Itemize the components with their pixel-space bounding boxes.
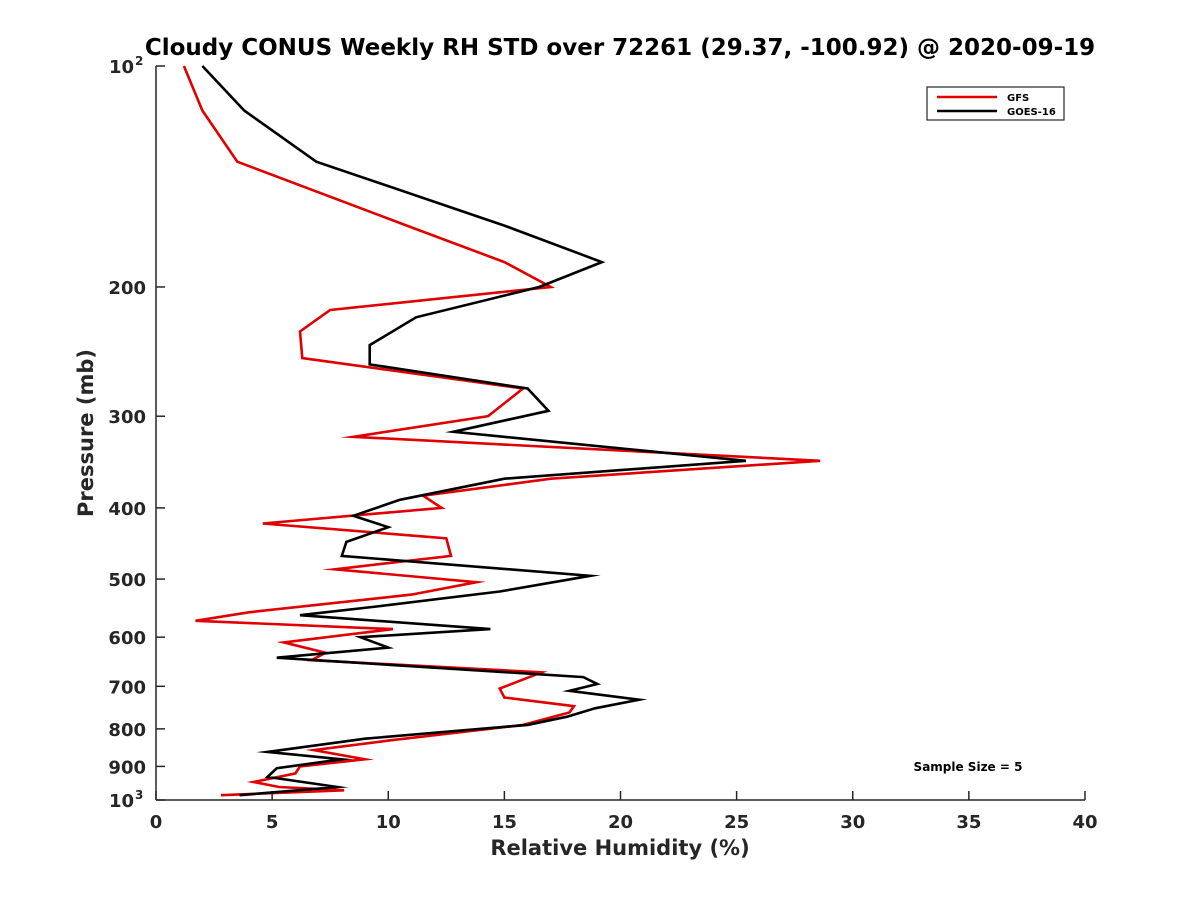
legend: GFS GOES-16 bbox=[926, 86, 1065, 121]
sample-size-annotation: Sample Size = 5 bbox=[914, 760, 1023, 774]
y-tick-base: 10 bbox=[109, 57, 134, 78]
legend-box bbox=[926, 86, 1065, 121]
series-layer bbox=[182, 65, 821, 797]
x-tick-label: 0 bbox=[150, 812, 163, 833]
y-tick-label: 10 3 bbox=[109, 788, 143, 812]
y-tick-base: 10 bbox=[109, 791, 134, 812]
x-tick-label: 10 bbox=[376, 812, 401, 833]
y-tick-label: 900 bbox=[108, 757, 146, 778]
legend-label: GOES-16 bbox=[1007, 107, 1056, 118]
x-axis-label: Relative Humidity (%) bbox=[490, 836, 749, 860]
x-tick-label: 40 bbox=[1072, 812, 1097, 833]
y-tick-label: 10 2 bbox=[109, 54, 143, 78]
y-tick-label: 500 bbox=[108, 570, 146, 591]
series-line-gfs bbox=[182, 65, 821, 797]
x-axis-ticks: 0 5 10 15 20 25 30 35 40 bbox=[150, 791, 1098, 833]
legend-label: GFS bbox=[1007, 93, 1029, 104]
x-tick-label: 20 bbox=[608, 812, 633, 833]
x-tick-label: 35 bbox=[956, 812, 981, 833]
chart-title: Cloudy CONUS Weekly RH STD over 72261 (2… bbox=[145, 35, 1095, 61]
y-tick-label: 700 bbox=[108, 677, 146, 698]
x-tick-label: 5 bbox=[266, 812, 279, 833]
y-tick-label: 400 bbox=[108, 499, 146, 520]
y-tick-label: 800 bbox=[108, 720, 146, 741]
y-axis-label: Pressure (mb) bbox=[74, 349, 98, 517]
plot-area bbox=[155, 66, 1085, 801]
x-tick-label: 15 bbox=[492, 812, 517, 833]
y-tick-label: 200 bbox=[108, 278, 146, 299]
y-tick-exponent: 2 bbox=[135, 54, 143, 68]
x-tick-label: 25 bbox=[724, 812, 749, 833]
y-tick-label: 600 bbox=[108, 628, 146, 649]
series-line-goes-16 bbox=[201, 65, 747, 797]
x-tick-label: 30 bbox=[840, 812, 865, 833]
y-tick-exponent: 3 bbox=[135, 788, 143, 802]
y-tick-label: 300 bbox=[108, 407, 146, 428]
